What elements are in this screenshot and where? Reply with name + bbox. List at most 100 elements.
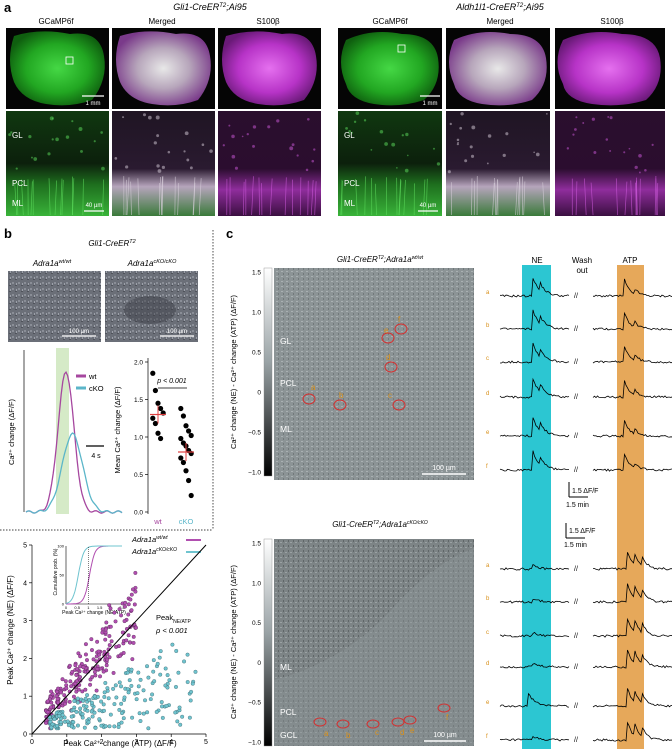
- cell-speck: [353, 120, 357, 124]
- cell-speck: [582, 122, 585, 124]
- scatter-point-cko: [157, 655, 162, 660]
- bergmann-fiber: [193, 182, 196, 216]
- inset-xtick-label: 2.5: [119, 605, 125, 610]
- cell-speck: [8, 133, 12, 137]
- cell-speck: [114, 157, 118, 160]
- scatter-point-cko: [182, 659, 187, 664]
- cell-speck: [234, 166, 238, 170]
- scatter-point-wt: [64, 686, 69, 691]
- scatter-point-cko: [97, 708, 102, 713]
- cell-speck: [201, 143, 205, 146]
- cell-speck: [49, 116, 54, 121]
- colorbar-tick-label: −0.5: [248, 430, 261, 437]
- cell-speck: [156, 164, 160, 168]
- bergmann-fiber: [355, 179, 358, 216]
- cell-speck: [252, 125, 257, 129]
- scatter-point-cko: [135, 691, 140, 696]
- scatter-point-cko: [146, 675, 151, 680]
- scatter-point-wt: [55, 697, 60, 701]
- scatter-point-wt: [128, 640, 133, 645]
- roi-label-top: d: [386, 353, 390, 362]
- mean-xlabel-wt: wt: [153, 517, 162, 526]
- cell-speck: [433, 147, 435, 150]
- scatter-ytick-label: 1: [23, 694, 27, 701]
- scatter-point-cko: [146, 726, 151, 731]
- zoom-box-marker: [65, 56, 74, 65]
- cell-speck: [71, 120, 74, 123]
- scatter-point-cko: [119, 720, 124, 725]
- scatter-point-cko: [177, 705, 182, 710]
- trace-ylabel: Ca²⁺ change (ΔF/F): [7, 398, 16, 465]
- roi-circle-top: [381, 332, 395, 344]
- cerebellum-shape-merged-right: [449, 32, 547, 106]
- scatter-point-wt: [94, 688, 99, 693]
- scatter-point-wt: [102, 649, 107, 654]
- image-c-top-field: [274, 268, 474, 480]
- cell-speck: [609, 149, 612, 152]
- trace-label-top: f: [486, 464, 488, 470]
- scatter-point-cko: [145, 710, 150, 715]
- panel-b-cko-title: Adra1acKO/cKO: [127, 259, 177, 268]
- break-mark: //: [574, 467, 578, 474]
- trace-bottom: [499, 552, 672, 571]
- break-mark: //: [574, 293, 578, 300]
- cell-speck: [609, 116, 613, 120]
- roi-circle-bottom: [336, 719, 350, 729]
- cell-speck: [33, 157, 38, 161]
- scatter-point-wt: [96, 649, 101, 654]
- scale-bar-label-b-cko: 100 µm: [167, 329, 187, 335]
- scatter-point-cko: [190, 681, 195, 686]
- scatter-point-wt: [101, 669, 106, 674]
- scatter-point-cko: [86, 720, 91, 725]
- cell-speck: [486, 162, 489, 165]
- bergmann-fiber: [314, 181, 317, 216]
- roi-label-bottom: c: [375, 728, 379, 737]
- cell-speck: [456, 138, 460, 142]
- scatter-point-cko: [160, 704, 164, 709]
- scatter-point-cko: [175, 719, 180, 724]
- scatter-point-wt: [107, 643, 112, 648]
- bergmann-fiber: [575, 181, 578, 216]
- cell-speck: [634, 165, 638, 170]
- scatter-point-cko: [116, 725, 121, 729]
- bergmann-fiber: [398, 180, 402, 216]
- scatter-point-cko: [58, 720, 63, 725]
- scatter-point-wt: [88, 682, 93, 687]
- scatter-point-cko: [180, 714, 185, 719]
- colorbar-tick-label: 1.0: [252, 310, 261, 317]
- cell-speck: [575, 116, 578, 119]
- cell-speck: [311, 159, 315, 163]
- bergmann-fiber: [21, 179, 24, 216]
- scatter-point-cko: [81, 698, 86, 703]
- panel-c-letter: c: [226, 226, 233, 241]
- cell-speck: [276, 119, 280, 123]
- trace-top: [499, 309, 672, 331]
- mean-ylabel: Mean Ca²⁺ change (ΔF/F): [113, 386, 122, 473]
- scatter-point-cko: [52, 717, 57, 722]
- scatter-point-cko: [122, 695, 127, 700]
- scatter-point-cko: [85, 693, 90, 698]
- scatter-ytick-label: 2: [23, 656, 27, 663]
- scatter-point-cko: [103, 724, 108, 729]
- scatter-point-cko: [129, 683, 134, 688]
- mean-dot: [150, 370, 156, 376]
- cell-speck: [156, 134, 160, 138]
- scatter-point-cko: [176, 670, 181, 675]
- mean-dot: [180, 459, 186, 466]
- scatter-point-wt: [107, 603, 112, 608]
- colorbar-tick-label: 1.5: [252, 541, 261, 548]
- cell-speck: [65, 135, 70, 139]
- cell-speck: [533, 151, 535, 154]
- scatter-point-cko: [143, 698, 147, 703]
- cell-speck: [222, 144, 225, 147]
- roi-circle-bottom: [366, 719, 380, 729]
- mean-ytick-label: 0.0: [134, 510, 143, 517]
- scatter-point-cko: [173, 710, 178, 715]
- scatter-point-cko: [75, 696, 80, 701]
- trace-label-bottom: a: [486, 563, 490, 569]
- scatter-xtick-label: 2: [100, 739, 104, 746]
- scatter-point-cko: [119, 701, 124, 706]
- scatter-ytick-label: 4: [23, 580, 27, 587]
- scatter-point-wt: [103, 637, 108, 642]
- colorbar-top: [263, 267, 273, 477]
